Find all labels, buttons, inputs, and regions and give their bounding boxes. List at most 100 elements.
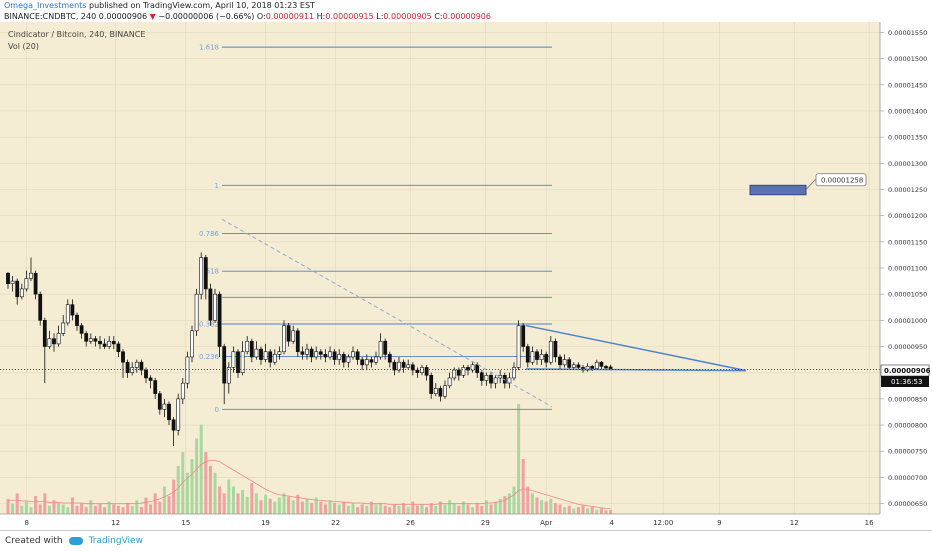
candle-body [139,361,144,371]
last-price-label: 0.00000906 [884,367,931,375]
time-tick: 16 [865,519,874,527]
time-tick: 15 [181,519,190,527]
target-zone[interactable] [749,184,807,196]
price-tick: 0.00001250 [888,186,927,194]
fib-trend-line[interactable] [221,218,553,408]
candle-body [222,346,227,384]
volume-bar [259,500,263,514]
candle-body [199,257,204,295]
volume-bar [227,479,231,514]
candle-body [272,354,277,363]
candle-body [530,351,535,363]
candle-body [576,364,581,368]
chart-legend: Cindicator / Bitcoin, 240, BINANCE Vol (… [8,30,145,51]
volume-bar [553,503,557,514]
candle-body [401,361,406,368]
volume-bar [402,503,406,514]
candle-body [263,351,268,360]
volume-bar [604,510,608,514]
candle-body [521,325,526,347]
volume-bar [388,507,392,514]
volume-bar [484,500,488,514]
author-link[interactable]: Omega_Investments [4,1,87,10]
volume-bar [599,508,603,514]
volume-bar [471,507,475,514]
callout-line [805,178,817,190]
candle-body [562,359,567,366]
candle-body [153,380,158,394]
candle-body [98,340,102,345]
candle-body [42,320,47,347]
countdown-label: 01:36:53 [891,378,922,386]
candle-body [447,377,452,387]
candle-body [61,322,66,334]
volume-bar [199,424,203,514]
volume-bar [595,509,599,514]
candle-body [254,348,259,358]
time-axis[interactable]: 8 12 15 19 22 26 29 Apr 4 12:00 9 12 16 [0,513,880,527]
candle-body [226,367,231,384]
time-tick: 12:00 [653,519,673,527]
legend-title: Cindicator / Bitcoin, 240, BINANCE [8,30,145,39]
candle-body [512,367,516,379]
candle-body [93,338,98,342]
volume-bar [323,504,327,514]
volume-bar [231,486,235,514]
candle-body [249,340,254,358]
volume-bar [149,504,153,514]
candle-body [217,293,222,347]
target-callout[interactable] [815,173,867,187]
candle-body [493,377,498,384]
tradingview-logo[interactable]: TradingView [88,536,143,546]
volume-bar [517,404,521,514]
candle-body [24,278,29,290]
candle-body [571,364,576,368]
volume-bar [241,489,245,514]
candle-body [121,351,125,363]
volume-bar [379,503,383,514]
volume-bar [411,501,415,514]
price-axis[interactable]: 0.00000650 0.00000700 0.00000750 0.00000800… [879,22,927,514]
volume-bar [310,503,314,514]
time-tick: 29 [481,519,490,527]
volume-bar [466,504,470,514]
volume-bar [305,498,309,514]
drawings[interactable]: 0.00001258 [0,173,880,408]
candle-body [369,359,374,363]
volume-bar [93,505,97,514]
price-tick: 0.00001300 [888,160,927,168]
volume-bar [351,503,355,514]
candle-body [516,325,521,368]
candle-body [70,304,75,316]
price-tick: 0.00001450 [888,81,927,89]
triangle-resistance-line[interactable] [525,324,747,372]
triangle-support-line[interactable] [525,368,747,372]
volume-bar [544,501,548,514]
candle-body [337,354,342,360]
candle-body [111,340,116,345]
time-tick: 8 [24,519,28,527]
candle-body [134,361,139,368]
candle-body [171,419,176,431]
volume-bar [365,505,369,514]
volume-bar [328,500,332,514]
close-value: 0.00000906 [442,12,491,21]
volume-bar [190,459,194,514]
open-value: 0.00000911 [265,12,315,21]
volume-bar [236,493,240,514]
volume-bar [494,501,498,514]
candle-body [19,288,24,298]
fib-level-label: 1 [215,182,219,190]
volume-bar [296,494,300,514]
candle-body [374,356,378,363]
candle-body [268,351,273,363]
candle-body [539,354,544,360]
last-price-tag: 0.00000906 01:36:53 [880,364,931,387]
volume-bar [489,504,493,514]
candle-body [102,343,107,347]
candle-body [479,372,484,381]
volume-bar [112,504,116,514]
